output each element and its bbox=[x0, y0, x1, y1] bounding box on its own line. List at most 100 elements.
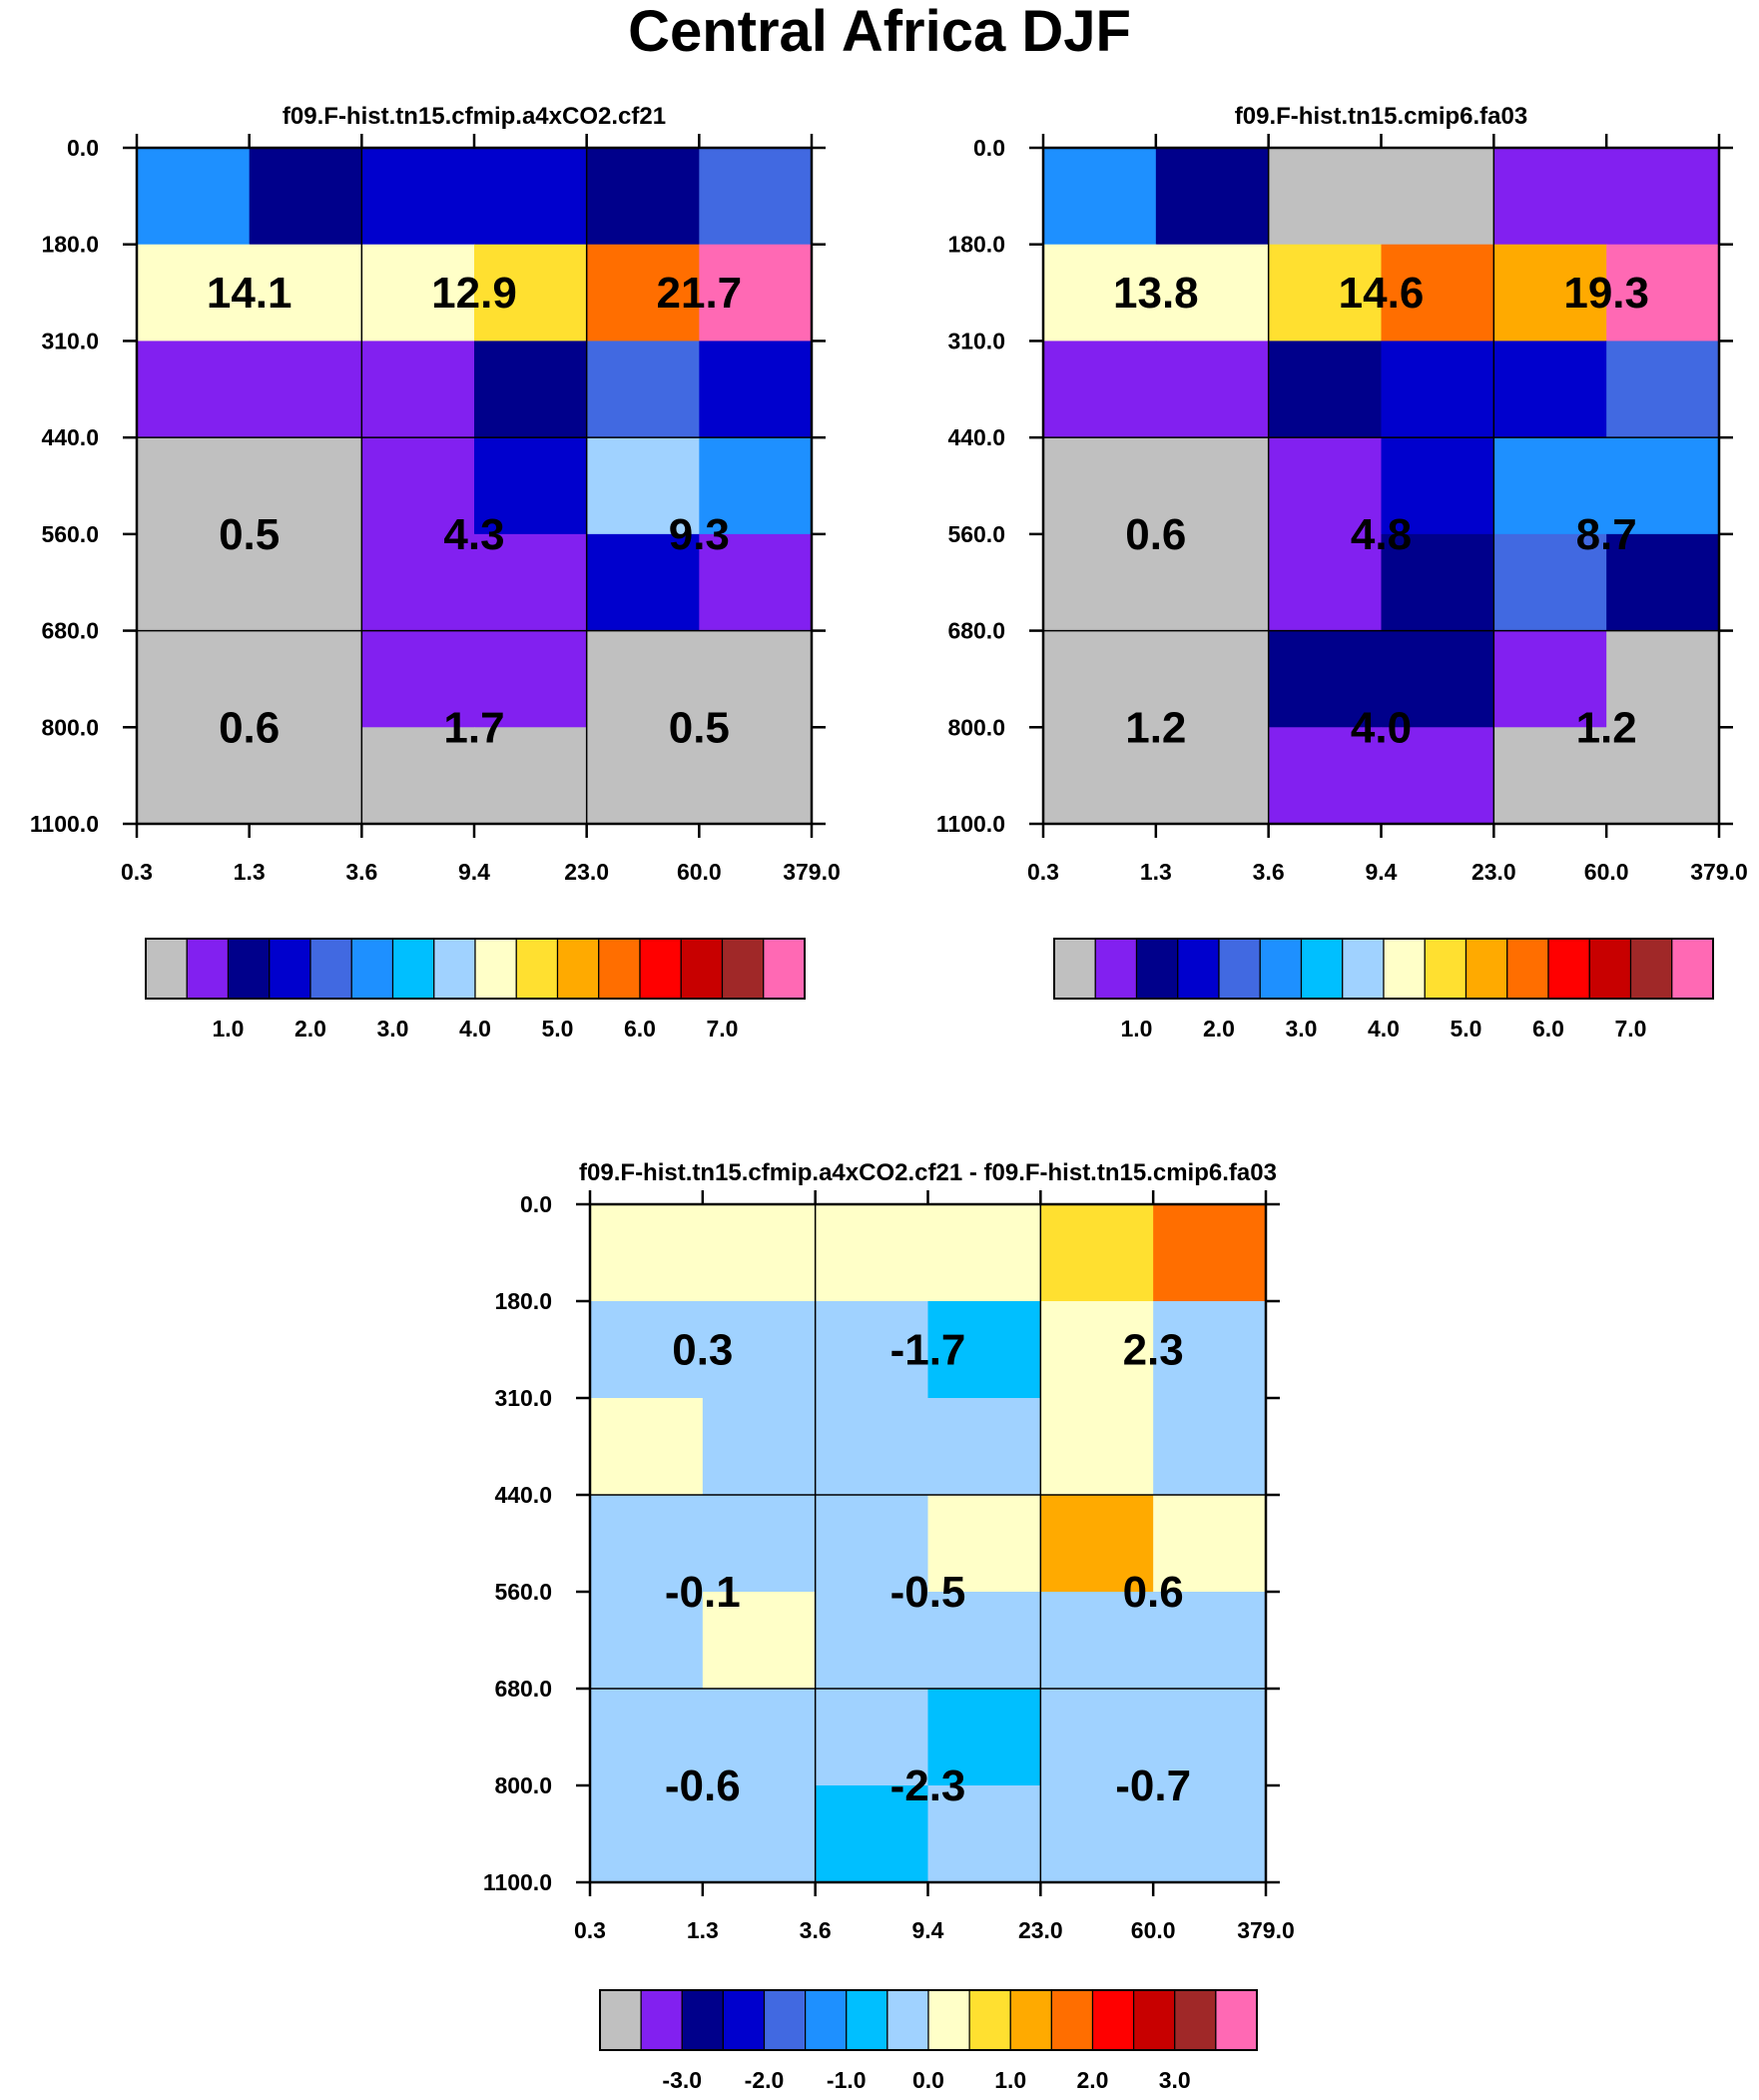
colorbar-swatch bbox=[433, 938, 476, 1000]
colorbar-swatch bbox=[1629, 938, 1673, 1000]
colorbar-swatch bbox=[1050, 1989, 1094, 2051]
y-tick-label: 680.0 bbox=[41, 618, 99, 644]
colorbar-label: 4.0 bbox=[459, 1016, 491, 1042]
heatmap-cell bbox=[1040, 1204, 1154, 1302]
colorbar-swatch bbox=[1424, 938, 1467, 1000]
panel-title: f09.F-hist.tn15.cfmip.a4xCO2.cf21 - f09.… bbox=[579, 1159, 1277, 1186]
colorbar-label: 6.0 bbox=[1532, 1016, 1564, 1042]
heatmap-cell bbox=[927, 1785, 1041, 1883]
heatmap-cell bbox=[249, 630, 362, 728]
colorbar-swatch bbox=[1383, 938, 1426, 1000]
heatmap-cell bbox=[927, 1495, 1041, 1593]
x-tick-label: 3.6 bbox=[800, 1917, 832, 1943]
colorbar-label: 5.0 bbox=[542, 1016, 574, 1042]
colorbar-frame bbox=[145, 938, 806, 1000]
heatmap-cell bbox=[1155, 244, 1270, 343]
heatmap-cell bbox=[474, 533, 588, 632]
heatmap-cell bbox=[1606, 727, 1720, 825]
heatmap-cell bbox=[474, 727, 588, 825]
heatmap-cell bbox=[361, 533, 475, 632]
colorbar-swatch bbox=[1177, 938, 1220, 1000]
heatmap-cell bbox=[1493, 533, 1607, 632]
block-value: 0.6 bbox=[1123, 1568, 1184, 1617]
heatmap-cell bbox=[927, 1592, 1041, 1690]
panel-diff: f09.F-hist.tn15.cfmip.a4xCO2.cf21 - f09.… bbox=[483, 1159, 1295, 2093]
colorbar-swatch bbox=[309, 938, 352, 1000]
panel-title: f09.F-hist.tn15.cmip6.fa03 bbox=[1235, 103, 1527, 130]
heatmap-cell bbox=[1381, 148, 1494, 246]
y-tick-label: 180.0 bbox=[947, 232, 1005, 258]
x-tick-label: 60.0 bbox=[677, 859, 722, 885]
heatmap-cell bbox=[474, 341, 588, 438]
y-tick-label: 1100.0 bbox=[30, 811, 99, 837]
colorbar-swatch bbox=[721, 938, 765, 1000]
heatmap-cell bbox=[361, 341, 475, 438]
heatmap-cell bbox=[1493, 437, 1607, 535]
heatmap-cell bbox=[1493, 148, 1607, 246]
heatmap-cell bbox=[249, 148, 362, 246]
colorbar-frame bbox=[1053, 938, 1714, 1000]
heatmap-cell bbox=[137, 148, 251, 246]
x-tick-label: 0.3 bbox=[1027, 859, 1059, 885]
heatmap-cell bbox=[1040, 1785, 1154, 1883]
heatmap-cell bbox=[361, 727, 475, 825]
heatmap-cell bbox=[702, 1495, 817, 1593]
colorbar-swatch bbox=[186, 938, 230, 1000]
colorbar-swatch bbox=[474, 938, 517, 1000]
colorbar-label: 3.0 bbox=[1286, 1016, 1318, 1042]
colorbar-swatch bbox=[763, 938, 806, 1000]
y-tick-label: 0.0 bbox=[973, 135, 1005, 161]
block-value: -0.1 bbox=[665, 1568, 741, 1617]
heatmap-cell bbox=[1153, 1689, 1267, 1786]
colorbar-swatch bbox=[763, 1989, 807, 2051]
heatmap-cell bbox=[1381, 244, 1494, 343]
heatmap-cell bbox=[137, 244, 251, 343]
y-tick-label: 310.0 bbox=[494, 1385, 552, 1411]
heatmap-cell bbox=[1040, 1495, 1154, 1593]
heatmap-cell bbox=[815, 1204, 929, 1302]
colorbar-label: 7.0 bbox=[707, 1016, 739, 1042]
heatmap-cell bbox=[474, 630, 588, 728]
x-tick-label: 23.0 bbox=[1018, 1917, 1063, 1943]
colorbar-swatch bbox=[1465, 938, 1508, 1000]
heatmap-cell bbox=[361, 437, 475, 535]
heatmap-cell bbox=[927, 1301, 1041, 1399]
heatmap-cell bbox=[1153, 1592, 1267, 1690]
colorbar-label: -2.0 bbox=[745, 2067, 785, 2093]
heatmap-cell bbox=[1153, 1785, 1267, 1883]
heatmap-cell bbox=[1153, 1495, 1267, 1593]
colorbar-swatch bbox=[269, 938, 311, 1000]
heatmap-cell bbox=[699, 341, 813, 438]
heatmap-cell bbox=[1040, 1592, 1154, 1690]
heatmap-cell bbox=[590, 1689, 704, 1786]
heatmap-cell bbox=[1153, 1398, 1267, 1496]
heatmap-cell bbox=[699, 437, 813, 535]
y-tick-label: 180.0 bbox=[494, 1288, 552, 1314]
heatmap-cell bbox=[927, 1204, 1041, 1302]
colorbar: 1.0 2.0 3.0 4.0 5.0 6.0 7.0 bbox=[145, 938, 806, 1042]
y-tick-label: 680.0 bbox=[947, 618, 1005, 644]
colorbar-swatch bbox=[886, 1989, 929, 2051]
x-tick-label: 3.6 bbox=[345, 859, 377, 885]
block-value: 0.6 bbox=[1125, 510, 1186, 559]
block-value: 0.5 bbox=[219, 510, 280, 559]
heatmap-cell bbox=[1043, 727, 1157, 825]
x-tick-label: 1.3 bbox=[1140, 859, 1172, 885]
heatmap-cell bbox=[702, 1689, 817, 1786]
colorbar-label: 7.0 bbox=[1615, 1016, 1647, 1042]
heatmap-cell bbox=[815, 1398, 929, 1496]
colorbar-label: 2.0 bbox=[1203, 1016, 1235, 1042]
colorbar-label: 3.0 bbox=[1159, 2067, 1191, 2093]
x-tick-label: 3.6 bbox=[1253, 859, 1285, 885]
heatmap-cell bbox=[1381, 437, 1494, 535]
heatmap-cell bbox=[699, 630, 813, 728]
heatmap-cell bbox=[590, 1301, 704, 1399]
colorbar-label: 5.0 bbox=[1451, 1016, 1482, 1042]
colorbar-label: 1.0 bbox=[1121, 1016, 1153, 1042]
heatmap-cell bbox=[249, 244, 362, 343]
heatmap-cell bbox=[1043, 341, 1157, 438]
x-tick-label: 0.3 bbox=[574, 1917, 606, 1943]
heatmap-cell bbox=[1155, 437, 1270, 535]
block-value: 4.8 bbox=[1351, 510, 1412, 559]
